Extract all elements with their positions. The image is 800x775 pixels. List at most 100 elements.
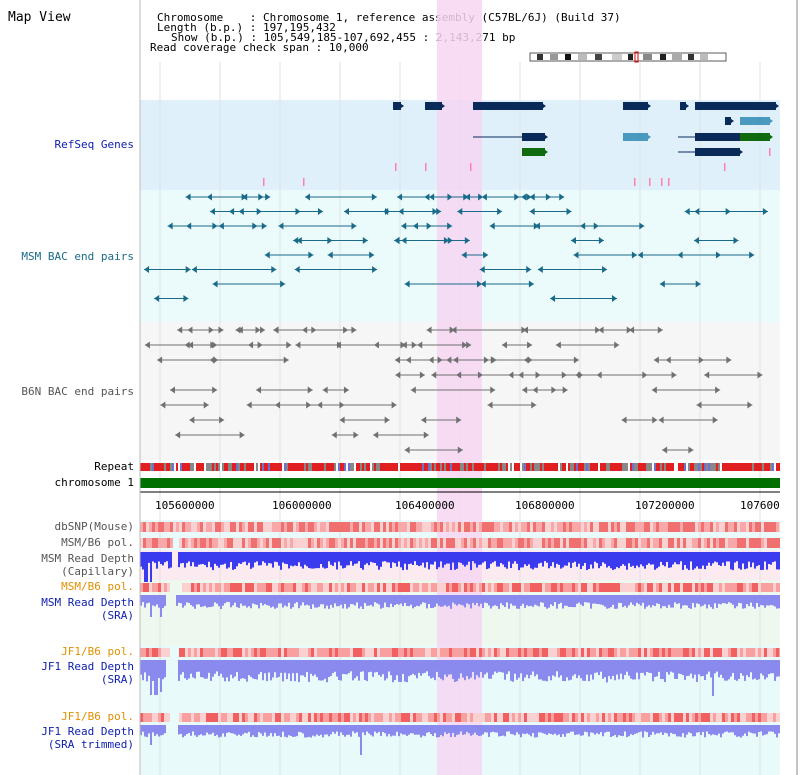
heat-cell bbox=[596, 538, 599, 548]
heat-cell bbox=[596, 522, 599, 532]
msm-bac-track[interactable] bbox=[144, 193, 768, 303]
repeat-cell bbox=[526, 463, 528, 471]
feature-arrow bbox=[653, 356, 659, 364]
depth-bar bbox=[240, 595, 242, 604]
heat-cell bbox=[308, 648, 311, 657]
heat-cell bbox=[698, 522, 701, 532]
heat-cell bbox=[416, 648, 419, 657]
heat-cell bbox=[743, 648, 746, 657]
repeat-track[interactable] bbox=[140, 463, 780, 471]
depth-bar bbox=[248, 552, 250, 563]
heat-cell bbox=[728, 583, 731, 592]
depth-bar bbox=[528, 552, 530, 565]
repeat-cell bbox=[298, 463, 300, 471]
depth-bar bbox=[254, 725, 256, 737]
heat-cell bbox=[449, 583, 452, 592]
heat-cell bbox=[230, 522, 233, 532]
repeat-cell bbox=[532, 463, 534, 471]
repeat-cell bbox=[156, 463, 158, 471]
depth-bar bbox=[656, 595, 658, 604]
depth-bar bbox=[410, 595, 412, 605]
feature-arrow bbox=[559, 193, 565, 201]
depth-bar bbox=[540, 595, 542, 603]
heat-cell bbox=[596, 583, 599, 592]
feature-arrow bbox=[646, 102, 651, 110]
depth-bar bbox=[346, 595, 348, 609]
depth-bar bbox=[480, 595, 482, 604]
heat-cell bbox=[515, 522, 518, 532]
depth-bar bbox=[742, 725, 744, 736]
heat-cell bbox=[629, 538, 632, 548]
repeat-cell bbox=[572, 463, 574, 471]
heat-cell bbox=[716, 583, 719, 592]
refseq-genes-track[interactable] bbox=[263, 102, 779, 186]
heat-cell bbox=[398, 522, 401, 532]
depth-bar bbox=[500, 595, 502, 604]
depth-bar bbox=[404, 552, 406, 564]
repeat-cell bbox=[692, 463, 694, 471]
depth-bar bbox=[424, 725, 426, 737]
depth-bar bbox=[462, 725, 464, 735]
heat-cell bbox=[323, 583, 326, 592]
depth-bar bbox=[376, 725, 378, 734]
feature-arrow bbox=[573, 356, 579, 364]
depth-bar bbox=[300, 660, 302, 676]
depth-bar bbox=[756, 660, 758, 681]
heat-cell bbox=[599, 538, 602, 548]
depth-bar bbox=[266, 595, 268, 606]
heat-cell bbox=[383, 713, 386, 722]
feature-arrow bbox=[749, 251, 755, 259]
depth-bar bbox=[724, 725, 726, 733]
depth-bar bbox=[430, 725, 432, 735]
heat-cell bbox=[692, 522, 695, 532]
repeat-cell bbox=[176, 463, 178, 471]
heat-cell bbox=[611, 713, 614, 722]
heat-cell bbox=[599, 713, 602, 722]
depth-bar bbox=[552, 552, 554, 563]
heat-cell bbox=[536, 538, 539, 548]
depth-bar bbox=[202, 660, 204, 678]
depth-bar bbox=[584, 595, 586, 603]
heat-cell bbox=[737, 583, 740, 592]
depth-bar bbox=[674, 595, 676, 603]
feature-arrow bbox=[426, 222, 432, 230]
depth-bar bbox=[492, 725, 494, 732]
chromosome-ideogram[interactable] bbox=[529, 51, 727, 63]
polymorphism-heat-tracks[interactable] bbox=[140, 522, 782, 722]
heat-cell bbox=[668, 713, 671, 722]
gene-exon bbox=[623, 133, 648, 141]
heat-cell bbox=[578, 583, 581, 592]
repeat-cell bbox=[184, 463, 186, 471]
depth-bar bbox=[528, 725, 530, 735]
read-depth-tracks[interactable] bbox=[140, 552, 780, 755]
depth-bar bbox=[354, 725, 356, 734]
heat-cell bbox=[428, 583, 431, 592]
heat-cell bbox=[575, 522, 578, 532]
depth-bar bbox=[314, 595, 316, 608]
depth-bar bbox=[140, 595, 142, 606]
heat-cell bbox=[347, 522, 350, 532]
highlight-region[interactable] bbox=[437, 0, 482, 775]
depth-bar bbox=[774, 552, 776, 562]
heat-cell bbox=[206, 522, 209, 532]
heat-cell bbox=[245, 522, 248, 532]
depth-bar bbox=[248, 725, 250, 732]
heat-cell bbox=[752, 538, 755, 548]
heat-cell bbox=[731, 648, 734, 657]
heat-cell bbox=[374, 522, 377, 532]
heat-cell bbox=[500, 583, 503, 592]
repeat-cell bbox=[406, 463, 408, 471]
depth-bar bbox=[386, 595, 388, 607]
show-label: Show (b.p.) bbox=[171, 31, 244, 44]
chromosome-bar[interactable] bbox=[140, 478, 780, 488]
depth-bar bbox=[578, 660, 580, 676]
depth-bar bbox=[436, 595, 438, 604]
depth-bar bbox=[192, 660, 194, 678]
b6n-bac-track[interactable] bbox=[144, 326, 763, 454]
depth-bar bbox=[748, 725, 750, 732]
depth-bar bbox=[722, 595, 724, 604]
heat-cell bbox=[299, 713, 302, 722]
depth-bar bbox=[734, 552, 736, 563]
depth-bar bbox=[258, 660, 260, 675]
